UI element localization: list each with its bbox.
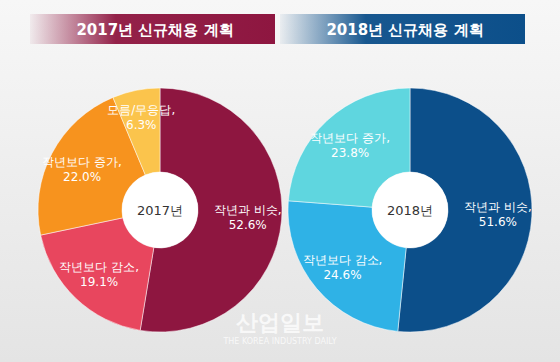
data-label: 작년과 비슷,51.6% [464, 200, 532, 229]
label-value: 24.6% [323, 268, 361, 282]
data-label: 작년과 비슷,52.6% [214, 203, 282, 232]
chart-title: 2018년 신규채용 계획 [326, 21, 483, 39]
label-value: 19.1% [80, 275, 118, 289]
center-label: 2017년 [137, 203, 183, 218]
label-category: 작년과 비슷, [214, 203, 282, 217]
label-category: 작년보다 감소, [59, 260, 139, 274]
label-category: 작년보다 감소, [303, 253, 383, 267]
label-category: 작년보다 증가, [310, 131, 390, 145]
data-label: 작년보다 증가,22.0% [42, 155, 122, 184]
data-label: 작년보다 감소,19.1% [59, 260, 139, 289]
page: {"chart_data": [ {"type": "donut", "titl… [0, 0, 560, 362]
chart-canvas: 2017년 신규채용 계획2017년작년과 비슷,52.6%작년보다 감소,19… [0, 0, 560, 362]
label-value: 22.0% [63, 170, 101, 184]
center-label: 2018년 [387, 203, 433, 218]
label-value: 23.8% [331, 146, 369, 160]
data-label: 모름/무응답,6.3% [107, 103, 175, 132]
watermark-title: 산업일보 [236, 310, 324, 335]
label-value: 52.6% [229, 218, 267, 232]
label-value: 51.6% [479, 215, 517, 229]
title-banner [30, 14, 275, 44]
donut-chart: 2018년 신규채용 계획 2018년 작년과 비슷,51.6% 작년보다 감소,24… [280, 14, 532, 332]
title-banner [280, 14, 525, 44]
label-category: 모름/무응답, [107, 103, 175, 117]
donut-hole [122, 172, 198, 248]
label-category: 작년보다 증가, [42, 155, 122, 169]
watermark-subtitle: THE KOREA INDUSTRY DAILY [222, 337, 336, 346]
data-label: 작년보다 증가,23.8% [310, 131, 390, 160]
donut-chart: 2017년 신규채용 계획 2017년 작년과 비슷,52.6% 작년보다 감소,19… [30, 14, 282, 332]
label-category: 작년과 비슷, [464, 200, 532, 214]
data-label: 작년보다 감소,24.6% [303, 253, 383, 282]
chart-title: 2017년 신규채용 계획 [76, 21, 233, 39]
label-value: 6.3% [126, 118, 157, 132]
donut-hole [372, 172, 448, 248]
